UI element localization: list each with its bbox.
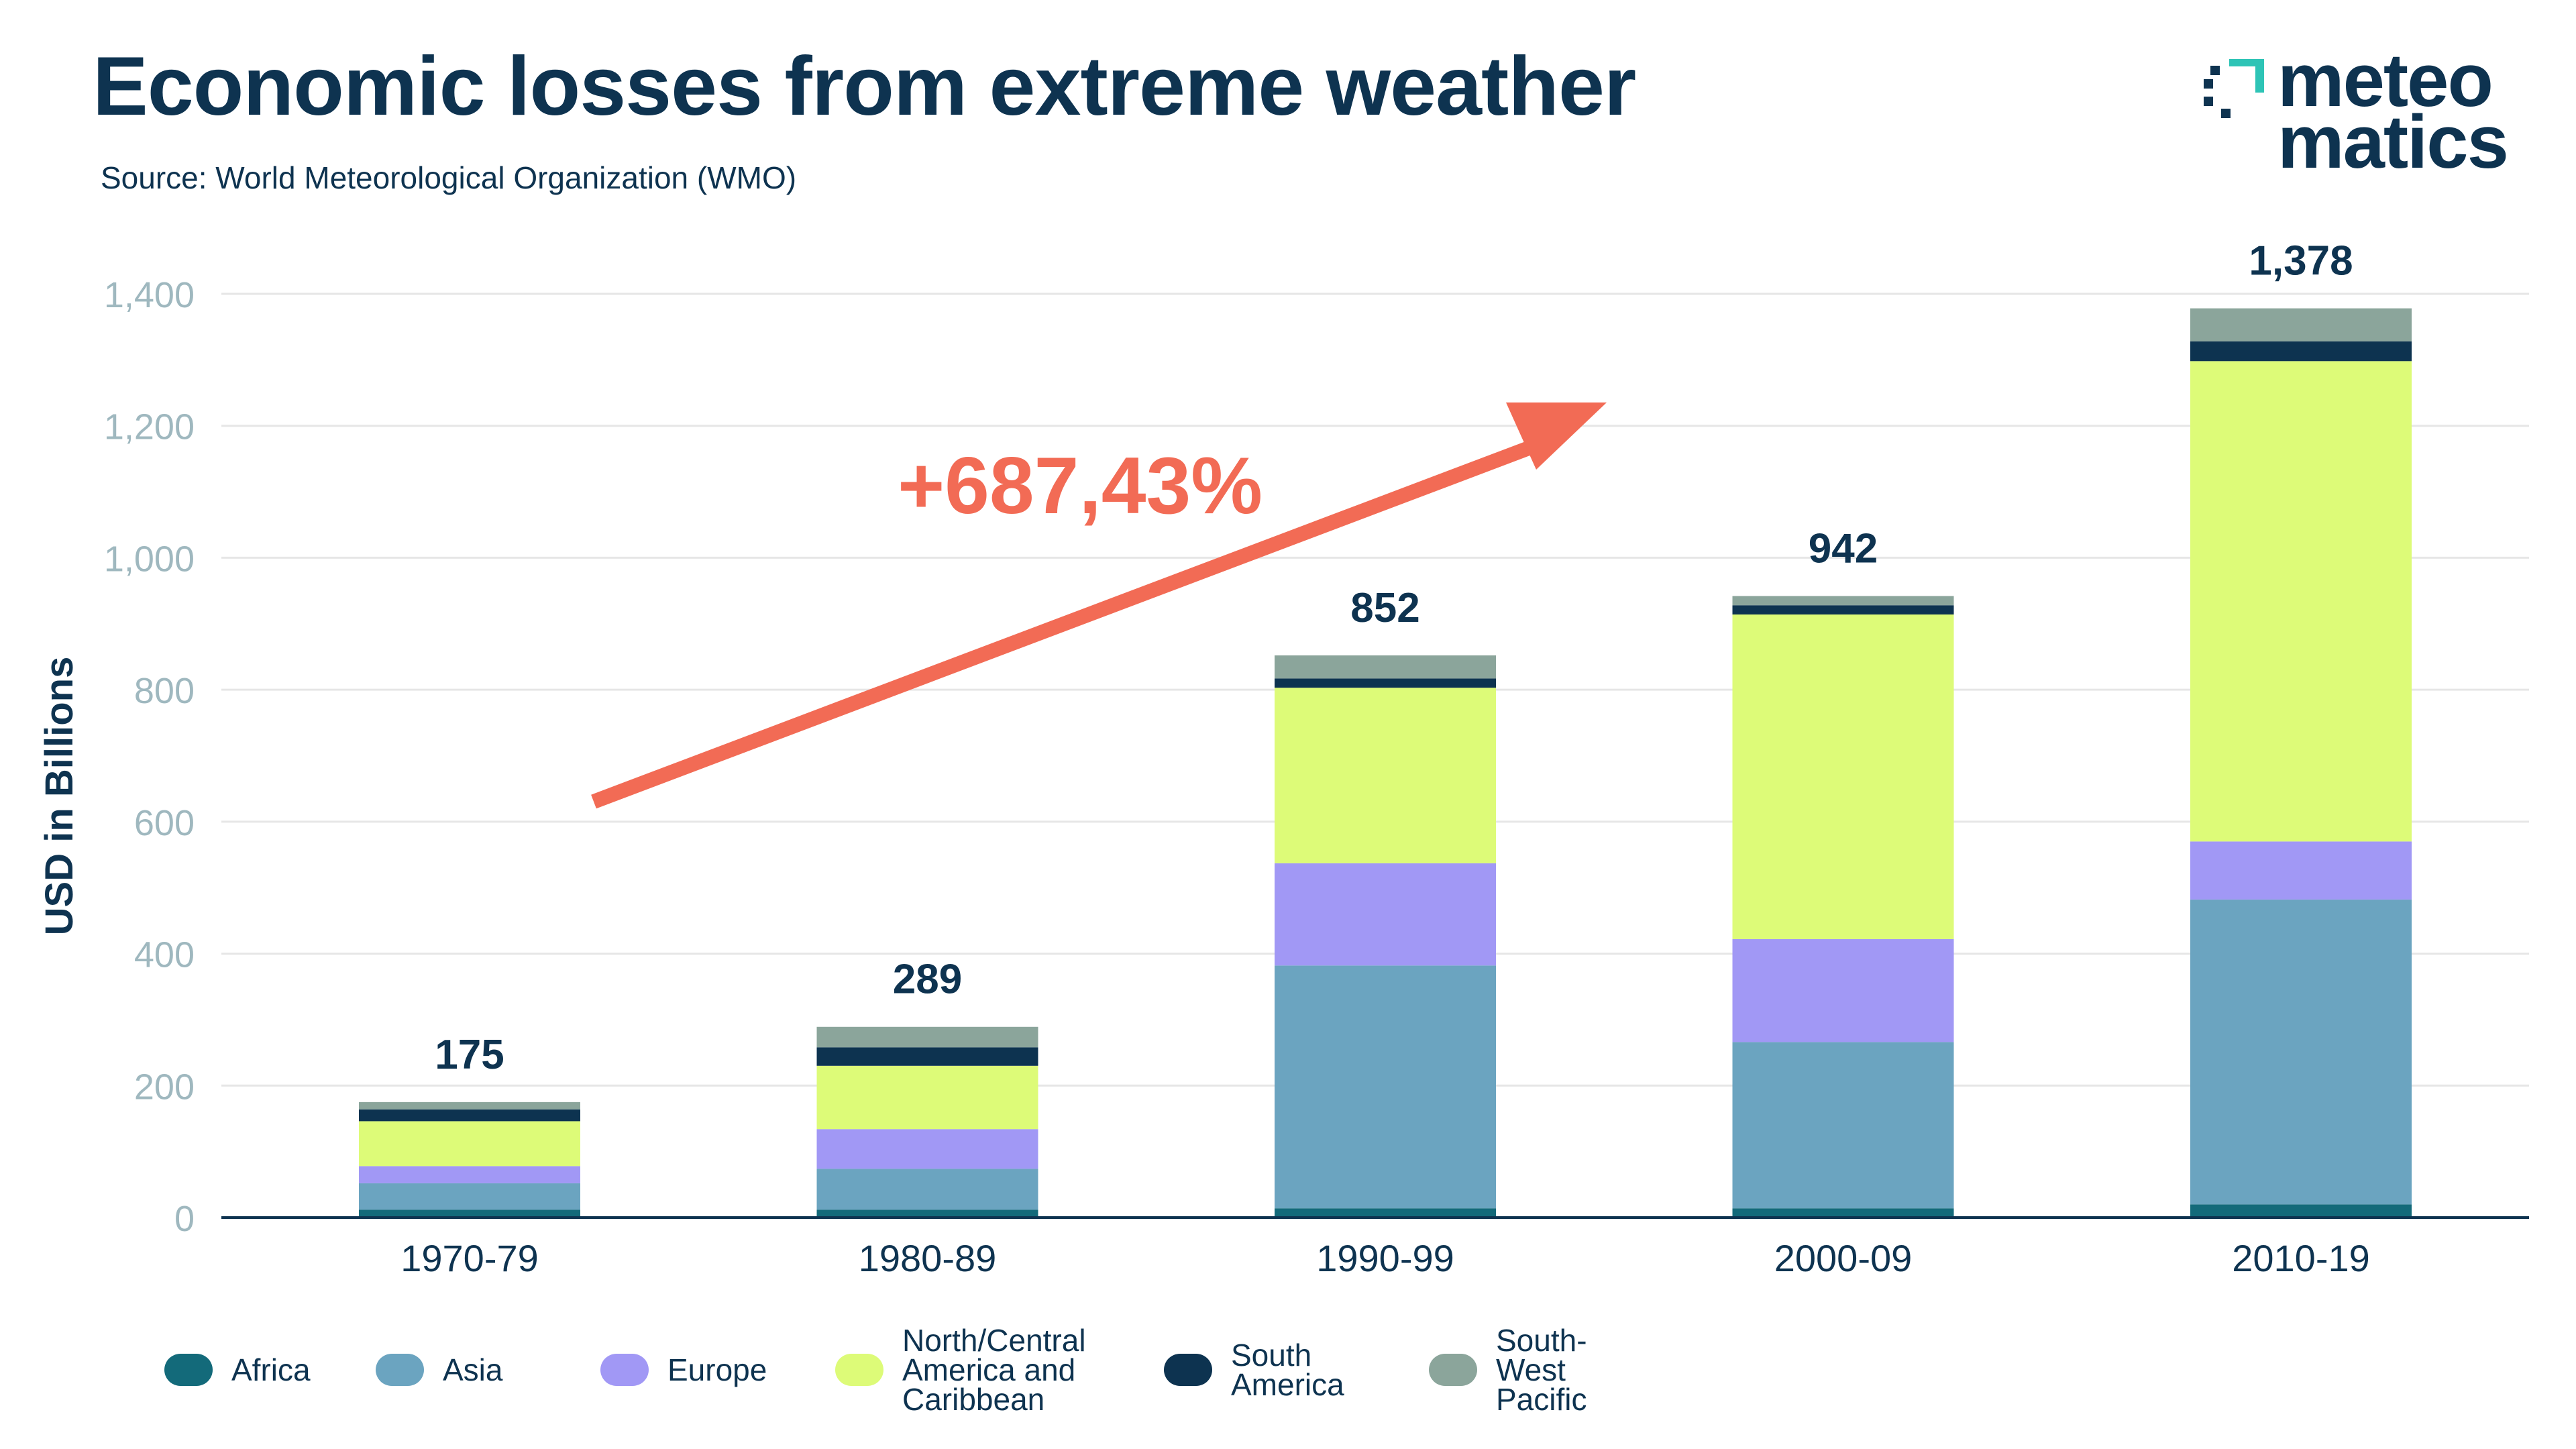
bar-segment [816, 1129, 1038, 1169]
bar-segment [816, 1026, 1038, 1048]
bar-segment [1732, 605, 1954, 615]
x-tick-label: 1980-89 [859, 1237, 997, 1279]
bar-segment [2190, 361, 2412, 842]
bar-segment [359, 1102, 580, 1110]
x-tick-label: 2000-09 [1774, 1237, 1913, 1279]
bar-segment [1275, 688, 1496, 863]
bar-segment [359, 1109, 580, 1122]
legend-label: Europe [667, 1352, 767, 1387]
bar-segment [2190, 899, 2412, 1205]
brand-name-line-2: matics [2277, 100, 2509, 184]
legend-item: South America [1164, 1316, 1344, 1424]
legend-label: Asia [443, 1352, 503, 1387]
legend-label: Africa [231, 1352, 311, 1387]
y-tick-label: 0 [174, 1199, 195, 1239]
bar-segment [1275, 965, 1496, 1209]
bar-segment [359, 1183, 580, 1210]
bar-segment [359, 1121, 580, 1167]
bar-segment [1275, 678, 1496, 688]
bar-total-label: 289 [893, 957, 962, 1003]
legend-swatch [600, 1354, 649, 1386]
legend-item: Asia [376, 1316, 502, 1424]
bar-segment [2190, 341, 2412, 362]
brand-logo: meteo matics [2204, 38, 2539, 180]
page-title: Economic losses from extreme weather [93, 40, 1636, 133]
y-tick-label: 1,400 [104, 275, 195, 315]
x-tick-label: 1970-79 [400, 1237, 539, 1279]
bar-segment [1732, 1042, 1954, 1209]
bar-total-label: 1,378 [2249, 238, 2353, 284]
y-tick-label: 1,200 [104, 407, 195, 447]
bar-segment [2190, 308, 2412, 341]
brand-mark-icon [2204, 59, 2264, 118]
bar-segment [1732, 938, 1954, 1042]
legend-swatch [835, 1354, 883, 1386]
bar-segment [816, 1169, 1038, 1210]
bar-segment [359, 1166, 580, 1183]
bar-segment [816, 1047, 1038, 1066]
y-axis-label: USD in Billions [38, 657, 81, 936]
y-tick-label: 600 [134, 803, 195, 843]
growth-annotation: +687,43% [898, 441, 1263, 531]
trend-arrow-shaft [591, 435, 1546, 809]
bar-segment [1732, 596, 1954, 606]
legend-item: Europe [600, 1316, 767, 1424]
y-tick-label: 200 [134, 1067, 195, 1107]
legend-label: South America [1231, 1338, 1344, 1402]
bar-segment [2190, 841, 2412, 900]
x-tick-label: 1990-99 [1316, 1237, 1454, 1279]
bar-segment [1275, 655, 1496, 679]
bar-segment [2190, 1204, 2412, 1218]
legend-swatch [164, 1354, 213, 1386]
bar-segment [1732, 1208, 1954, 1218]
bar-segment [1275, 863, 1496, 966]
y-tick-label: 800 [134, 671, 195, 711]
trend-arrow-head-icon [1506, 402, 1607, 470]
y-tick-label: 400 [134, 935, 195, 975]
brand-name-line-1: meteo [2277, 38, 2493, 122]
legend-label: South-West Pacific [1496, 1323, 1587, 1417]
legend-item: Africa [164, 1316, 311, 1424]
legend-swatch [376, 1354, 424, 1386]
bar-total-label: 942 [1809, 525, 1878, 572]
legend-swatch [1164, 1354, 1212, 1386]
source-caption: Source: World Meteorological Organizatio… [101, 160, 797, 195]
y-tick-label: 1,000 [104, 539, 195, 579]
bar-segment [1732, 614, 1954, 939]
bar-segment [816, 1065, 1038, 1130]
legend-item: North/Central America and Caribbean [835, 1316, 1086, 1424]
legend-swatch [1429, 1354, 1477, 1386]
legend-item: South-West Pacific [1429, 1316, 1587, 1424]
bar-total-label: 852 [1350, 585, 1419, 631]
bar-segment [816, 1210, 1038, 1218]
bar-total-label: 175 [435, 1032, 504, 1078]
legend-label: North/Central America and Caribbean [902, 1323, 1086, 1417]
bar-segment [1275, 1208, 1496, 1218]
bar-segment [359, 1210, 580, 1218]
x-tick-label: 2010-19 [2232, 1237, 2370, 1279]
